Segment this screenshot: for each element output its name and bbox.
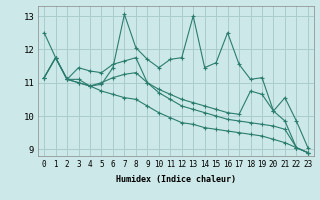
- X-axis label: Humidex (Indice chaleur): Humidex (Indice chaleur): [116, 175, 236, 184]
